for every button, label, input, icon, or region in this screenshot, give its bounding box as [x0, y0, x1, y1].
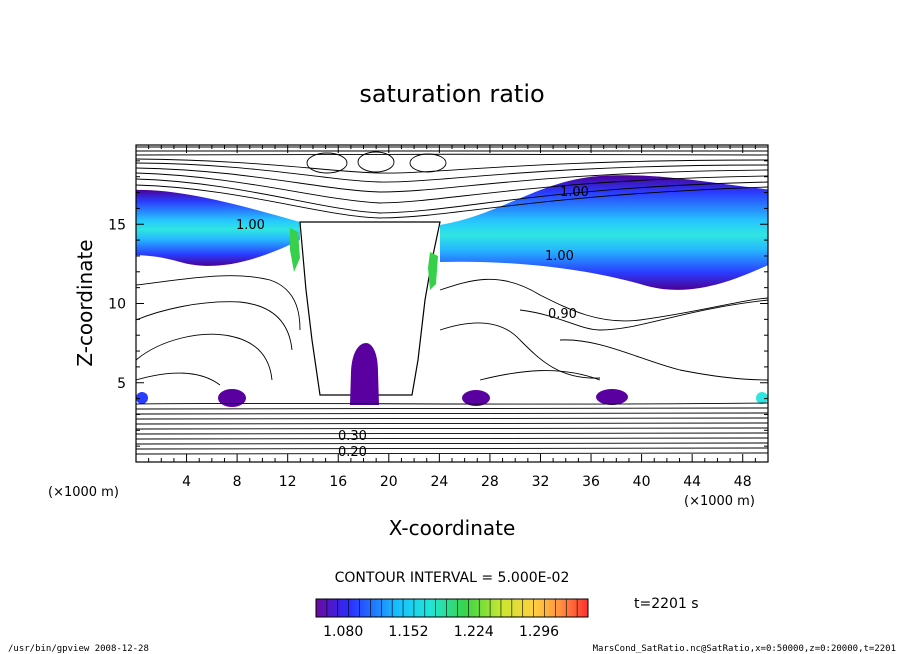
- surface-blob-4: [136, 392, 148, 404]
- y-axis-tick-labels: 5 10 15: [108, 217, 126, 392]
- surface-blob-3: [596, 389, 628, 405]
- x-tick-label: 8: [233, 474, 242, 490]
- contour-label-4: 0.90: [548, 307, 577, 322]
- x-tick-label: 20: [380, 474, 398, 490]
- updraft-column: [350, 343, 379, 405]
- footer-left: /usr/bin/gpview 2008-12-28: [8, 644, 149, 654]
- x-axis-ticks: [135, 145, 769, 462]
- top-contour-ellipse-3: [409, 153, 447, 173]
- x-tick-label: 24: [430, 474, 448, 490]
- chart-title: saturation ratio: [359, 80, 544, 108]
- x-tick-label: 12: [279, 474, 297, 490]
- x-tick-label: 16: [329, 474, 347, 490]
- contours-middle: [136, 275, 768, 386]
- colorbar-tick-label: 1.224: [454, 624, 494, 640]
- x-tick-label: 40: [633, 474, 651, 490]
- saturated-band-left: [136, 189, 300, 266]
- y-tick-label: 15: [108, 217, 126, 233]
- top-contour-ellipse-2: [357, 151, 395, 173]
- contour-interval-text: CONTOUR INTERVAL = 5.000E-02: [335, 570, 570, 586]
- colorbar-tick-label: 1.296: [519, 624, 559, 640]
- top-contour-ellipse-1: [306, 152, 348, 174]
- x-unit-right: (×1000 m): [684, 494, 755, 509]
- x-tick-label: 28: [481, 474, 499, 490]
- contour-label-5: 0.30: [338, 429, 367, 444]
- surface-blob-1: [218, 389, 246, 407]
- contour-label-2: 1.00: [560, 185, 589, 200]
- contour-label-1: 1.00: [236, 218, 265, 233]
- contour-label-3: 1.00: [545, 249, 574, 264]
- y-axis-ticks: [136, 144, 768, 463]
- surface-blob-2: [462, 390, 490, 406]
- y-axis-label: Z-coordinate: [73, 239, 97, 366]
- x-tick-label: 32: [532, 474, 550, 490]
- contours-upper: [136, 146, 768, 219]
- x-tick-label: 36: [582, 474, 600, 490]
- colorbar-tick-label: 1.152: [388, 624, 428, 640]
- edge-spot-right: [428, 252, 438, 290]
- edge-spot-left: [290, 228, 300, 272]
- y-tick-label: 10: [108, 297, 126, 313]
- x-tick-label: 44: [683, 474, 701, 490]
- plot-area: 1.00 1.00 1.00 0.90 0.30 0.20: [136, 145, 768, 462]
- x-axis-label: X-coordinate: [389, 516, 516, 540]
- surface-blob-5: [756, 392, 768, 404]
- saturated-band-right: [440, 175, 768, 290]
- colorbar-tick-label: 1.080: [323, 624, 363, 640]
- dry-region: [299, 221, 441, 396]
- y-tick-label: 5: [117, 376, 126, 392]
- contour-label-6: 0.20: [338, 445, 367, 460]
- x-tick-label: 4: [182, 474, 191, 490]
- x-unit-left: (×1000 m): [48, 485, 119, 500]
- time-label: t=2201 s: [634, 596, 699, 612]
- x-tick-label: 48: [734, 474, 752, 490]
- footer-right: MarsCond_SatRatio.nc@SatRatio,x=0:50000,…: [593, 644, 896, 654]
- colorbar-tick-labels: 1.080 1.152 1.224 1.296: [323, 624, 559, 640]
- colorbar: [315, 598, 589, 618]
- colorbar-ticks: [315, 599, 589, 617]
- x-axis-tick-labels: 4 8 12 16 20 24 28 32 36 40 44 48: [182, 474, 752, 490]
